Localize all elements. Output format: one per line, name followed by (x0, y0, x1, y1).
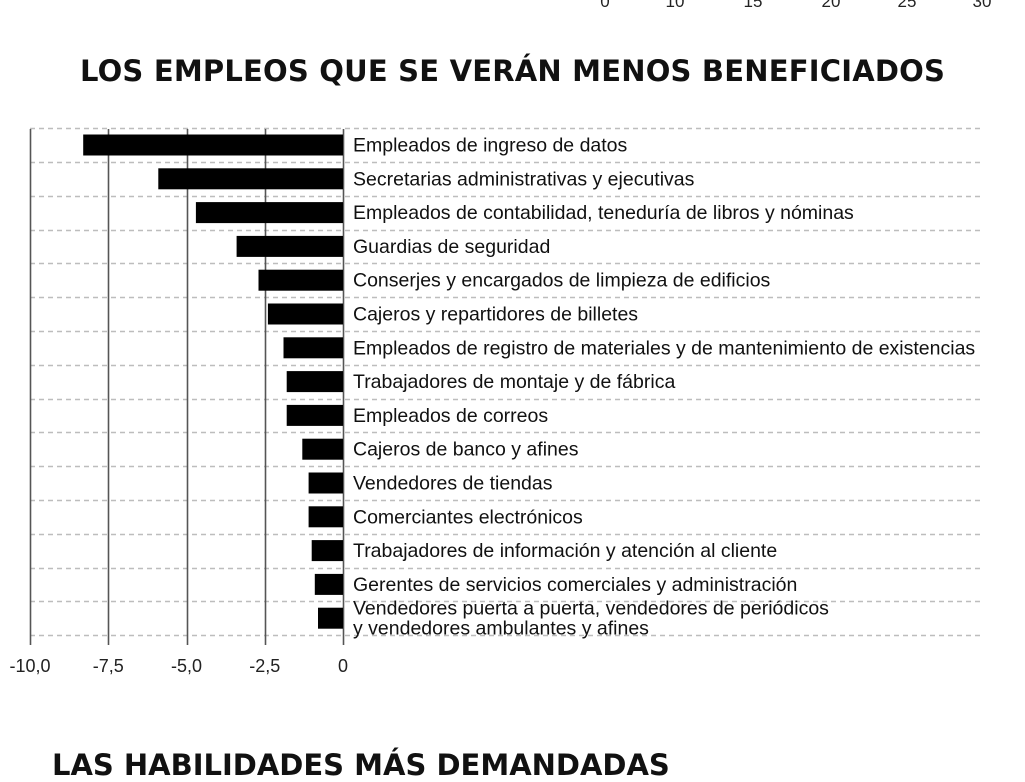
category-label: Empleados de correos (353, 405, 548, 427)
bar (158, 168, 343, 190)
bar (311, 540, 343, 562)
top-tick-label: 30 (972, 0, 992, 11)
category-label: Empleados de ingreso de datos (353, 135, 628, 157)
x-tick-label: -7,5 (93, 656, 124, 676)
bar (314, 573, 343, 595)
next-section-title: LAS HABILIDADES MÁS DEMANDADAS (52, 748, 670, 782)
category-label: Guardias de seguridad (353, 236, 550, 258)
bar (195, 202, 343, 224)
bar (286, 371, 343, 393)
chart-title: LOS EMPLEOS QUE SE VERÁN MENOS BENEFICIA… (79, 54, 946, 88)
bar (308, 472, 343, 494)
category-label: Comerciantes electrónicos (353, 506, 583, 528)
x-tick-label: -10,0 (9, 656, 50, 676)
category-label: Empleados de contabilidad, teneduría de … (353, 202, 854, 224)
category-label: Cajeros y repartidores de billetes (353, 304, 638, 326)
category-label: Trabajadores de información y atención a… (353, 540, 777, 562)
bar-chart: Empleados de ingreso de datos Secretarias… (9, 127, 982, 676)
category-label: Conserjes y encargados de limpieza de ed… (353, 270, 771, 292)
bar (258, 269, 343, 291)
x-tick-label: -5,0 (171, 656, 202, 676)
top-tick-label: 25 (897, 0, 917, 11)
bar (318, 607, 343, 629)
bar (302, 438, 343, 460)
bar (83, 134, 343, 156)
top-tick-label: 20 (821, 0, 841, 11)
x-tick-label: -2,5 (249, 656, 280, 676)
previous-chart-tick-labels: 0 10 15 20 25 30 (0, 0, 1025, 12)
bar (267, 303, 343, 325)
category-label: Trabajadores de montaje y de fábrica (353, 371, 675, 393)
bar (308, 506, 343, 528)
category-label: Cajeros de banco y afines (353, 439, 579, 461)
x-tick-label: 0 (338, 656, 348, 676)
category-label: Empleados de registro de materiales y de… (353, 337, 975, 359)
bar (283, 337, 343, 359)
top-tick-label: 0 (600, 0, 610, 11)
bar (236, 235, 343, 257)
category-label: Vendedores de tiendas (353, 473, 553, 495)
category-label: Secretarias administrativas y ejecutivas (353, 168, 695, 190)
bar (286, 404, 343, 426)
category-label: Vendedores puerta a puerta, vendedores d… (353, 598, 829, 640)
category-label: Gerentes de servicios comerciales y admi… (353, 574, 797, 596)
top-tick-label: 10 (665, 0, 685, 11)
top-tick-label: 15 (743, 0, 763, 11)
